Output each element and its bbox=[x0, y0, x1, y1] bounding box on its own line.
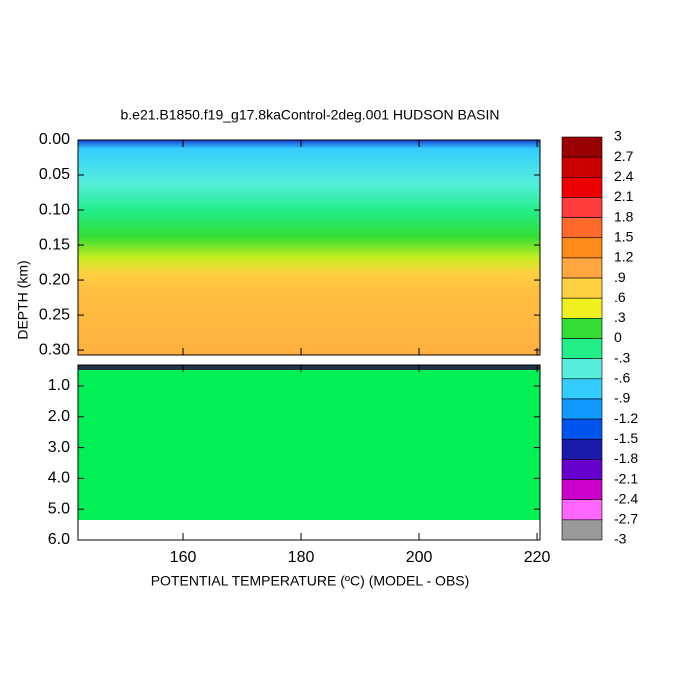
colorbar-box bbox=[561, 257, 603, 279]
colorbar-label: -2.7 bbox=[614, 511, 638, 527]
colorbar-label: 1.8 bbox=[614, 208, 634, 224]
colorbar-box bbox=[561, 318, 603, 339]
colorbar-box bbox=[561, 156, 603, 178]
field-lower-top bbox=[78, 365, 540, 370]
colorbar-box bbox=[561, 177, 603, 198]
colorbar-box bbox=[561, 499, 603, 521]
y-tick-label: 0.20 bbox=[39, 271, 70, 288]
colorbar-label: -1.8 bbox=[614, 450, 638, 466]
colorbar-box bbox=[561, 217, 603, 239]
colorbar-box bbox=[561, 418, 603, 440]
colorbar-box bbox=[561, 378, 603, 400]
colorbar-box bbox=[561, 519, 603, 541]
colorbar-box bbox=[561, 136, 603, 158]
colorbar-label: -1.5 bbox=[614, 430, 638, 446]
colorbar-label: -1.2 bbox=[614, 410, 638, 426]
y-tick-label: 5.0 bbox=[48, 500, 70, 517]
x-tick-label: 200 bbox=[406, 549, 433, 566]
chart-title: b.e21.B1850.f19_g17.8kaControl-2deg.001 … bbox=[120, 107, 499, 123]
field-upper bbox=[78, 140, 540, 355]
colorbar-box bbox=[561, 459, 603, 480]
field-lower bbox=[78, 365, 540, 520]
colorbar-label: -3 bbox=[614, 531, 627, 547]
colorbar-label: 2.4 bbox=[614, 168, 634, 184]
colorbar-box bbox=[561, 237, 603, 259]
colorbar-box bbox=[561, 338, 603, 359]
y-tick-label: 3.0 bbox=[48, 439, 70, 456]
colorbar-label: 3 bbox=[614, 128, 622, 144]
colorbar-label: .9 bbox=[614, 269, 626, 285]
y-axis-label: DEPTH (km) bbox=[15, 260, 31, 339]
colorbar-label: .6 bbox=[614, 289, 626, 305]
x-tick-label: 220 bbox=[524, 549, 551, 566]
y-tick-label: 0.05 bbox=[39, 166, 70, 183]
colorbar-box bbox=[561, 398, 603, 420]
colorbar-box bbox=[561, 479, 603, 500]
y-tick-label: 6.0 bbox=[48, 531, 70, 548]
colorbar-label: -2.4 bbox=[614, 490, 638, 506]
colorbar-box bbox=[561, 438, 603, 460]
y-tick-label: 0.00 bbox=[39, 131, 70, 148]
x-tick-label: 160 bbox=[170, 549, 197, 566]
colorbar-label: 2.7 bbox=[614, 148, 634, 164]
colorbar-label: 0 bbox=[614, 329, 622, 345]
y-tick-label: 0.25 bbox=[39, 306, 70, 323]
colorbar-label: -.3 bbox=[614, 349, 631, 365]
panel-frame bbox=[77, 139, 541, 356]
y-tick-label: 2.0 bbox=[48, 408, 70, 425]
colorbar-label: 2.1 bbox=[614, 188, 634, 204]
colorbar-label: 1.2 bbox=[614, 249, 634, 265]
colorbar-label: -2.1 bbox=[614, 470, 638, 486]
x-tick-label: 180 bbox=[288, 549, 315, 566]
colorbar-label: -.9 bbox=[614, 390, 631, 406]
colorbar-label: .3 bbox=[614, 309, 626, 325]
y-tick-label: 0.10 bbox=[39, 201, 70, 218]
y-tick-label: 0.30 bbox=[39, 341, 70, 358]
y-tick-label: 0.15 bbox=[39, 236, 70, 253]
colorbar-box bbox=[561, 277, 603, 299]
colorbar-box bbox=[561, 297, 603, 319]
colorbar-label: -.6 bbox=[614, 370, 631, 386]
x-axis-label: POTENTIAL TEMPERATURE (ºC) (MODEL - OBS) bbox=[151, 573, 470, 589]
colorbar-label: 1.5 bbox=[614, 228, 634, 244]
y-tick-label: 4.0 bbox=[48, 470, 70, 487]
colorbar-box bbox=[561, 358, 603, 380]
panel-frame bbox=[77, 364, 541, 541]
y-tick-label: 1.0 bbox=[48, 377, 70, 394]
colorbar-box bbox=[561, 197, 603, 218]
